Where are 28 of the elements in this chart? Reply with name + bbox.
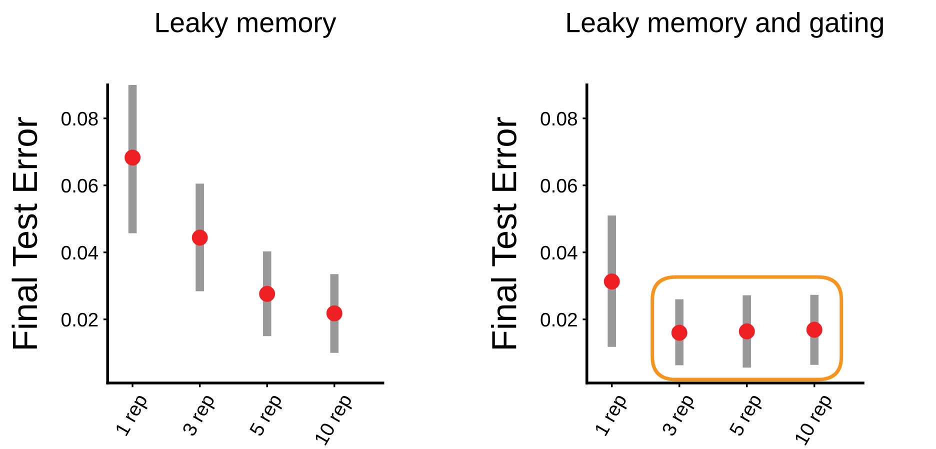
point	[259, 286, 276, 302]
x-tick-label: 5 rep	[728, 393, 766, 439]
y-axis-title: Final Test Error	[12, 117, 38, 348]
x-tick-label: 3 rep	[182, 392, 218, 439]
x-tick-label: 5 rep	[249, 393, 286, 439]
y-axis-title: Final Test Error	[490, 117, 516, 348]
x-tick-label: 1 rep	[594, 393, 630, 438]
y-tick-label: 0.02	[540, 312, 577, 327]
y-tick-label: 0.06	[62, 178, 98, 193]
point	[604, 274, 620, 290]
point	[738, 323, 755, 340]
y-tick-label: 0.08	[62, 112, 98, 126]
chart-title: Leaky memory	[156, 12, 336, 38]
point	[671, 324, 688, 341]
y-tick-label: 0.02	[62, 312, 98, 327]
y-tick-label: 0.06	[540, 178, 577, 193]
y-tick-label: 0.08	[540, 112, 577, 126]
y-tick-label: 0.04	[62, 246, 98, 260]
chart-title: Leaky memory and gating	[567, 12, 883, 38]
y-tick-label: 0.04	[540, 246, 578, 260]
point	[326, 305, 342, 322]
x-tick-label: 10 rep	[794, 392, 836, 448]
point	[806, 322, 822, 338]
point	[192, 230, 208, 246]
x-tick-label: 10 rep	[314, 392, 356, 448]
x-tick-label: 3 rep	[661, 392, 698, 439]
x-tick-label: 1 rep	[114, 393, 152, 438]
point	[124, 150, 141, 166]
